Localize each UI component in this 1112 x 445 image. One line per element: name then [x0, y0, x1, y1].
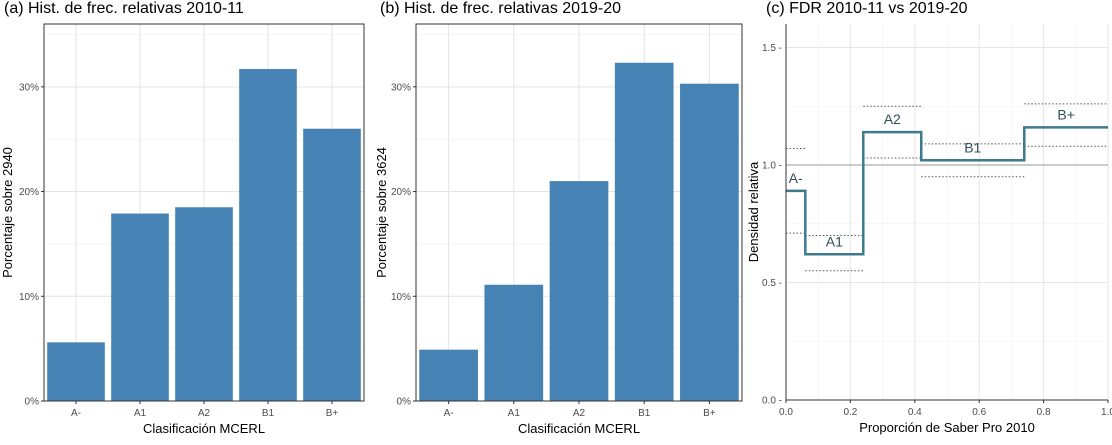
bar-A-	[419, 349, 478, 401]
x-tick-label: 0.0	[779, 407, 793, 418]
y-axis-title: Densidad relativa	[746, 161, 761, 262]
chart-c-title: (c) FDR 2010-11 vs 2019-20	[766, 0, 968, 17]
y-tick-label: 1.5 -	[762, 43, 782, 54]
x-axis-title: Clasificación MCERL	[143, 421, 265, 436]
x-tick-label: B+	[326, 408, 339, 419]
x-tick-label: A-	[444, 408, 454, 419]
bar-A2	[549, 181, 609, 401]
x-axis-title: Clasificación MCERL	[518, 421, 640, 436]
panel-b: (b) Hist. de frec. relativas 2019-20 0% 1…	[372, 0, 746, 440]
segment-label-A-: A-	[789, 170, 803, 186]
y-tick-label: 10%	[391, 292, 411, 303]
bar-B1	[614, 62, 674, 401]
bar-A1	[484, 284, 544, 401]
x-tick-label: 0.2	[843, 407, 857, 418]
y-tick-label: 0%	[25, 397, 40, 408]
segment-label-A2: A2	[884, 111, 901, 127]
chart-b-title: (b) Hist. de frec. relativas 2019-20	[380, 0, 621, 17]
y-tick-label: 20%	[19, 187, 39, 198]
y-tick-label: 20%	[391, 187, 411, 198]
chart-a-title: (a) Hist. de frec. relativas 2010-11	[4, 0, 244, 17]
segment-label-B+: B+	[1057, 106, 1075, 122]
x-tick-label: A-	[71, 408, 81, 419]
segment-label-B1: B1	[964, 139, 981, 155]
bar-A1	[111, 213, 169, 401]
panel-c: (c) FDR 2010-11 vs 2019-20 A- A1 A2 B1 B+ 0.0…	[746, 0, 1112, 440]
y-axis-title: Porcentaje sobre 2940	[0, 147, 15, 278]
y-axis-title: Porcentaje sobre 3624	[374, 147, 389, 278]
y-tick-label: 0%	[397, 397, 412, 408]
x-tick-label: B+	[703, 408, 716, 419]
bar-B+	[680, 83, 739, 402]
x-tick-label: A2	[198, 408, 211, 419]
chart-c: A- A1 A2 B1 B+ 0.0 - 0.5 - 1.0 - 1.5 - 0.0 0.2 0.4 0…	[746, 24, 1112, 435]
x-tick-label: 0.6	[972, 407, 986, 418]
chart-a: 0% 10% 20% 30% A- A1 A2 B1 B+ Clasificación MCERL…	[0, 23, 365, 436]
x-tick-label: A1	[508, 408, 521, 419]
x-tick-label: A1	[134, 408, 147, 419]
panel-a: (a) Hist. de frec. relativas 2010-11 0% 1…	[0, 0, 370, 440]
x-tick-label: 0.4	[908, 407, 922, 418]
x-tick-label: B1	[262, 408, 275, 419]
x-tick-label: 0.8	[1037, 407, 1051, 418]
bar-A-	[47, 342, 105, 401]
bar-B1	[239, 69, 297, 402]
x-axis-title: Proporción de Saber Pro 2010	[859, 420, 1035, 435]
chart-b: 0% 10% 20% 30% A- A1 A2 B1 B+ Clasificación MCERL…	[374, 23, 743, 436]
segment-label-A1: A1	[826, 233, 843, 249]
y-tick-label: 0.0 -	[762, 396, 782, 407]
y-tick-label: 1.0 -	[762, 161, 782, 172]
y-tick-label: 10%	[19, 292, 39, 303]
x-tick-label: 1.0	[1101, 407, 1112, 418]
y-tick-label: 0.5 -	[762, 278, 782, 289]
x-tick-label: A2	[573, 408, 586, 419]
bar-B+	[303, 128, 361, 401]
relative-density-line	[786, 126, 1108, 256]
bar-A2	[175, 207, 233, 401]
y-tick-label: 30%	[19, 82, 39, 93]
y-tick-label: 30%	[391, 82, 411, 93]
x-tick-label: B1	[638, 408, 651, 419]
